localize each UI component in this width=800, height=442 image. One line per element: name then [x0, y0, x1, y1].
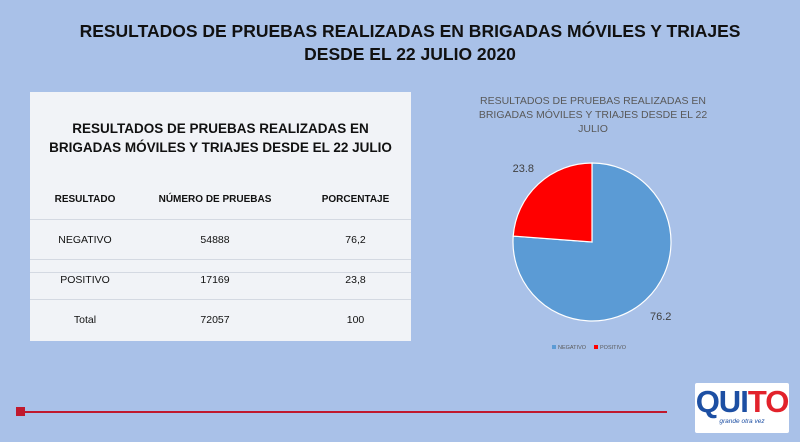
- slide-title-line1: RESULTADOS DE PRUEBAS REALIZADAS EN BRIG…: [79, 21, 741, 41]
- legend-swatch-negativo: [552, 345, 556, 349]
- table-row: NEGATIVO 54888 76,2: [30, 220, 411, 260]
- cell-porcentaje: 76,2: [345, 233, 366, 246]
- header-porcentaje: PORCENTAJE: [321, 194, 390, 205]
- table-row: POSITIVO 17169 23,8: [30, 260, 411, 300]
- table-title: RESULTADOS DE PRUEBAS REALIZADAS EN BRIG…: [49, 121, 392, 155]
- cell-resultado: POSITIVO: [60, 273, 110, 286]
- legend-label-negativo: NEGATIVO: [558, 345, 587, 351]
- quito-logo: QUITO grande otra vez: [695, 383, 789, 433]
- results-table-panel: RESULTADOS DE PRUEBAS REALIZADAS EN BRIG…: [30, 92, 411, 341]
- table-divider: [30, 272, 411, 273]
- logo-tagline: grande otra vez: [719, 418, 765, 425]
- pie-data-label: 76.2: [650, 311, 671, 323]
- chart-title: RESULTADOS DE PRUEBAS REALIZADAS EN BRIG…: [478, 95, 708, 135]
- header-numero-pruebas: NÚMERO DE PRUEBAS: [158, 194, 272, 205]
- slide-title: RESULTADOS DE PRUEBAS REALIZADAS EN BRIG…: [60, 20, 760, 66]
- cell-numero: 17169: [200, 273, 230, 286]
- decorative-line: [22, 411, 667, 413]
- slide-title-line2: DESDE EL 22 JULIO 2020: [304, 44, 516, 64]
- logo-text-accent: TO: [747, 384, 789, 419]
- legend-label-positivo: POSITIVO: [600, 345, 627, 351]
- pie-slice-positivo: [512, 162, 593, 243]
- cell-resultado: NEGATIVO: [58, 233, 112, 246]
- header-resultado: RESULTADO: [54, 194, 116, 205]
- cell-numero: 54888: [200, 233, 230, 246]
- cell-numero: 72057: [200, 314, 230, 326]
- table-row: Total 72057 100: [30, 300, 411, 340]
- cell-porcentaje: 23,8: [345, 273, 366, 286]
- table-header-row: RESULTADO NÚMERO DE PRUEBAS PORCENTAJE: [30, 180, 411, 220]
- cell-resultado: Total: [73, 314, 97, 326]
- logo-text-main: QUI: [695, 384, 749, 419]
- logo-wordmark: QUITO: [695, 384, 790, 419]
- cell-porcentaje: 100: [346, 314, 365, 326]
- pie-data-label: 23.8: [513, 163, 534, 175]
- decorative-square: [16, 407, 25, 416]
- legend-swatch-positivo: [594, 345, 598, 349]
